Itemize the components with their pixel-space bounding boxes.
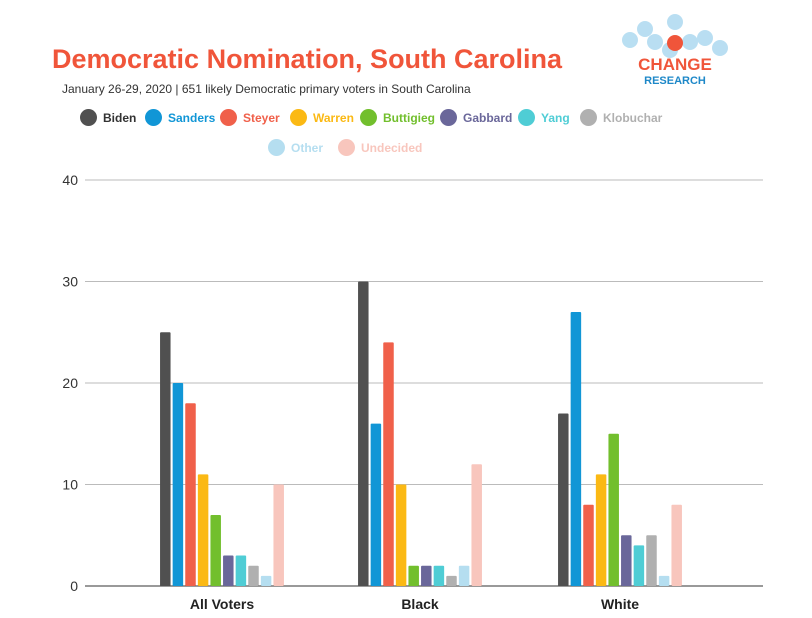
legend-label: Warren — [313, 110, 354, 125]
x-tick-label: White — [601, 596, 639, 612]
bar-other — [458, 565, 470, 586]
svg-text:CHANGE: CHANGE — [638, 55, 712, 74]
bar-undecided — [671, 504, 682, 586]
legend-swatch — [338, 139, 355, 156]
legend-swatch — [145, 109, 162, 126]
legend-item-sanders[interactable]: Sanders — [145, 109, 215, 126]
legend-swatch — [580, 109, 597, 126]
legend-swatch — [360, 109, 377, 126]
bar-yang — [235, 555, 247, 586]
x-tick-label: All Voters — [190, 596, 255, 612]
chart-subtitle: January 26-29, 2020 | 651 likely Democra… — [62, 82, 471, 96]
bar-klobuchar — [646, 535, 657, 586]
y-tick-label: 10 — [62, 477, 78, 493]
bar-warren — [395, 484, 407, 586]
legend-item-undecided[interactable]: Undecided — [338, 139, 422, 156]
bar-klobuchar — [248, 565, 259, 586]
legend-label: Biden — [103, 110, 137, 125]
legend-item-yang[interactable]: Yang — [518, 109, 570, 126]
x-tick-label: Black — [401, 596, 439, 612]
y-tick-label: 40 — [62, 172, 78, 188]
legend-item-biden[interactable]: Biden — [80, 109, 136, 126]
legend-label: Undecided — [361, 140, 423, 155]
bar-warren — [197, 474, 209, 586]
bar-biden — [358, 281, 369, 586]
bar-klobuchar — [446, 575, 457, 586]
legend-label: Sanders — [168, 110, 216, 125]
bar-buttigieg — [210, 514, 221, 586]
bar-biden — [160, 332, 171, 586]
y-tick-label: 30 — [62, 274, 78, 290]
bar-gabbard — [223, 555, 234, 586]
legend-swatch — [290, 109, 307, 126]
bar-buttigieg — [408, 565, 419, 586]
legend-item-warren[interactable]: Warren — [290, 109, 354, 126]
bar-yang — [633, 545, 645, 586]
bar-sanders — [570, 311, 582, 586]
bar-steyer — [383, 342, 394, 586]
bar-sanders — [370, 423, 382, 586]
legend-swatch — [80, 109, 97, 126]
bar-gabbard — [421, 565, 432, 586]
legend-item-other[interactable]: Other — [268, 139, 323, 156]
bar-sanders — [172, 383, 184, 586]
legend-label: Other — [291, 140, 324, 155]
bar-other — [260, 575, 272, 586]
change-research-logo: CHANGE RESEARCH — [622, 14, 728, 87]
y-tick-label: 20 — [62, 375, 78, 391]
legend-label: Steyer — [243, 110, 280, 125]
legend-swatch — [220, 109, 237, 126]
bar-other — [658, 575, 670, 586]
legend-swatch — [440, 109, 457, 126]
legend-item-buttigieg[interactable]: Buttigieg — [360, 109, 435, 126]
legend-label: Yang — [541, 110, 570, 125]
legend-label: Buttigieg — [383, 110, 435, 125]
chart-title: Democratic Nomination, South Carolina — [52, 44, 563, 74]
legend-item-steyer[interactable]: Steyer — [220, 109, 280, 126]
legend-swatch — [268, 139, 285, 156]
bar-steyer — [583, 504, 594, 586]
y-tick-label: 0 — [70, 578, 78, 594]
legend-label: Gabbard — [463, 110, 513, 125]
bar-buttigieg — [608, 433, 619, 586]
legend-label: Klobuchar — [603, 110, 663, 125]
bar-yang — [433, 565, 445, 586]
legend-item-gabbard[interactable]: Gabbard — [440, 109, 512, 126]
legend-swatch — [518, 109, 535, 126]
svg-text:RESEARCH: RESEARCH — [644, 75, 706, 87]
bar-gabbard — [621, 535, 632, 586]
bar-undecided — [273, 484, 284, 586]
bar-steyer — [185, 403, 196, 586]
legend-item-klobuchar[interactable]: Klobuchar — [580, 109, 662, 126]
bar-biden — [558, 413, 569, 586]
bar-warren — [595, 474, 607, 586]
bar-undecided — [471, 464, 482, 586]
